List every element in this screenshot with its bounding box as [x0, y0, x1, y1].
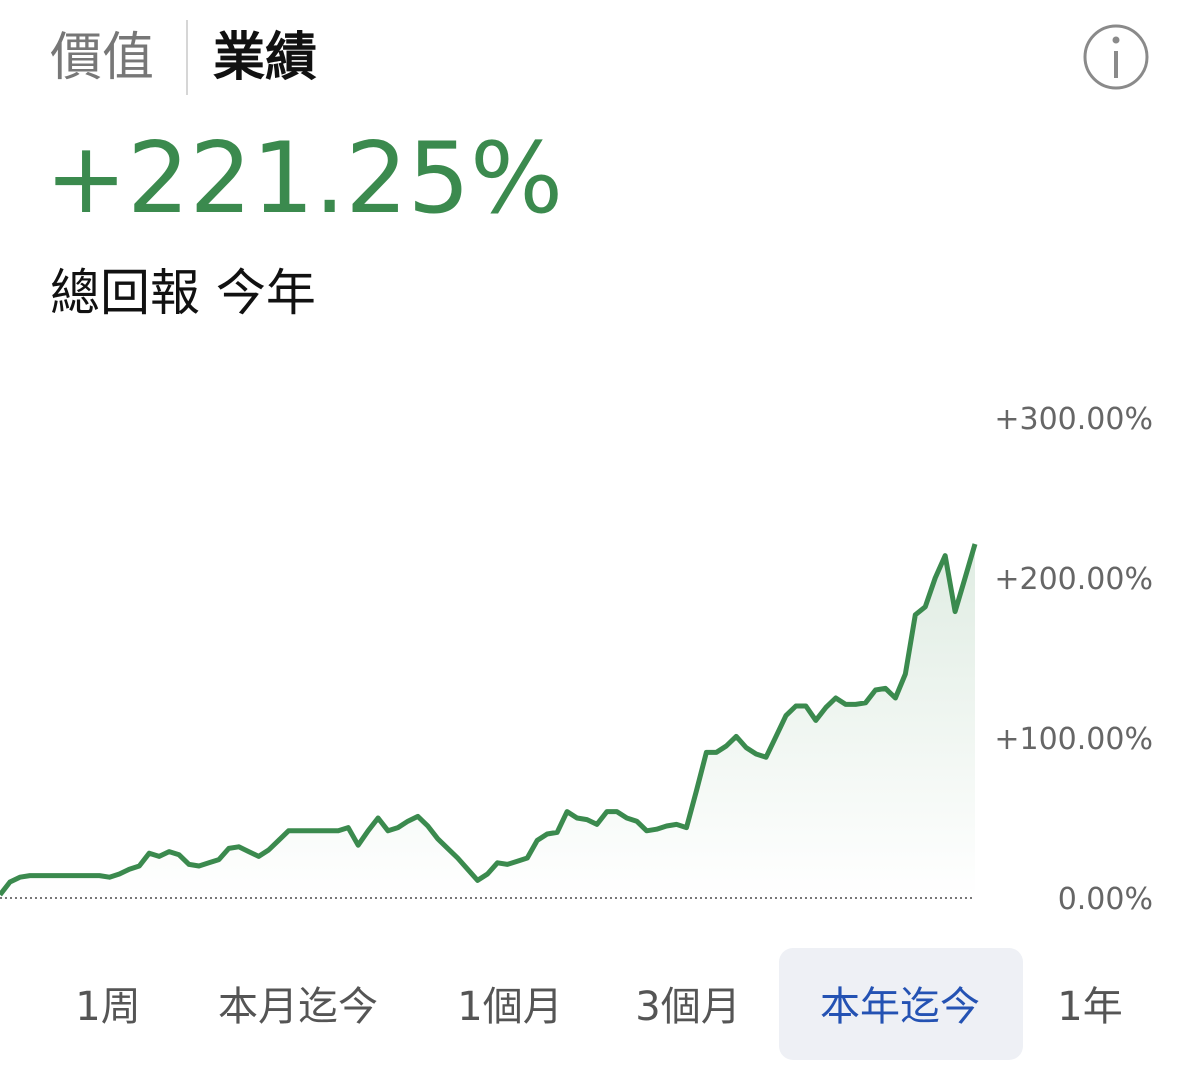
info-circle	[1083, 24, 1149, 90]
line	[0, 543, 978, 897]
range-tab[interactable]: 1年	[1057, 984, 1122, 1030]
range-tab[interactable]: 3個月	[635, 984, 740, 1030]
headline-label: 總回報 今年	[50, 264, 316, 322]
range-tab[interactable]: 本月迄今	[218, 984, 378, 1030]
y-tick-label: +200.00%	[994, 562, 1153, 597]
range-tab[interactable]: 1周	[75, 984, 140, 1030]
info-button[interactable]	[1083, 24, 1149, 90]
range-tab[interactable]: 1個月	[457, 984, 562, 1030]
range-tab[interactable]: 本年迄今	[820, 984, 980, 1030]
y-tick-label: +100.00%	[994, 722, 1153, 757]
selected-tab-bg	[779, 948, 1023, 1060]
y-tick-label: 0.00%	[1058, 882, 1153, 917]
headline-value: +221.25%	[45, 122, 563, 236]
info-dot	[1112, 36, 1120, 44]
header-tab[interactable]: 價值	[50, 28, 154, 88]
area-fill	[0, 544, 975, 898]
y-tick-label: +300.00%	[994, 402, 1153, 437]
header-tab[interactable]: 業績	[213, 28, 317, 88]
